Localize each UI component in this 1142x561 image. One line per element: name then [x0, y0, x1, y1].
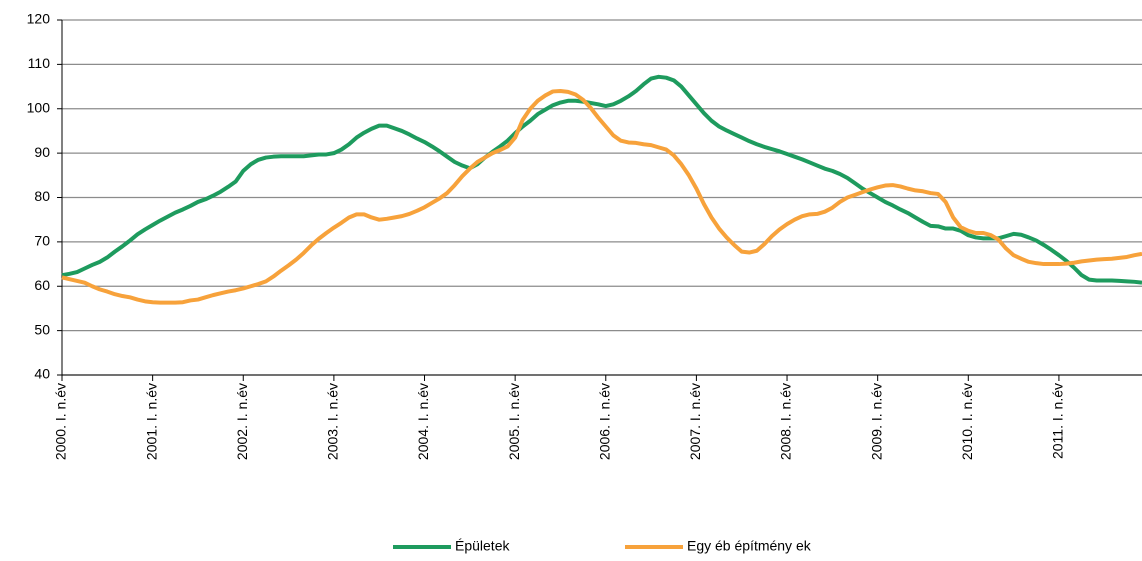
x-tick-label: 2009. I. n.év	[868, 383, 884, 460]
series-line	[61, 74, 1142, 285]
y-tick-label: 60	[34, 277, 50, 293]
legend-label: Épületek	[455, 538, 510, 554]
x-tick-label: 2001. I. n.év	[143, 383, 159, 460]
legend-label: Egy éb építmény ek	[687, 538, 812, 554]
x-tick-label: 2008. I. n.év	[778, 383, 794, 460]
y-tick-label: 90	[34, 144, 50, 160]
y-tick-label: 110	[28, 55, 51, 71]
y-tick-label: 100	[27, 99, 51, 115]
y-tick-label: 70	[34, 233, 50, 249]
x-tick-label: 2011. I. n.év	[1050, 383, 1066, 459]
x-tick-label: 2002. I. n.év	[234, 383, 250, 460]
x-tick-label: 2007. I. n.év	[687, 383, 703, 460]
y-tick-label: 50	[34, 321, 50, 337]
x-tick-label: 2006. I. n.év	[596, 383, 612, 460]
series-line	[61, 89, 1142, 305]
y-tick-label: 120	[27, 11, 51, 27]
y-tick-label: 40	[34, 366, 50, 382]
x-tick-label: 2000. I. n.év	[53, 383, 69, 460]
x-tick-label: 2005. I. n.év	[506, 383, 522, 460]
x-tick-label: 2010. I. n.év	[959, 383, 975, 460]
x-tick-label: 2003. I. n.év	[325, 383, 341, 460]
y-tick-label: 80	[34, 188, 50, 204]
x-tick-label: 2004. I. n.év	[415, 383, 431, 460]
